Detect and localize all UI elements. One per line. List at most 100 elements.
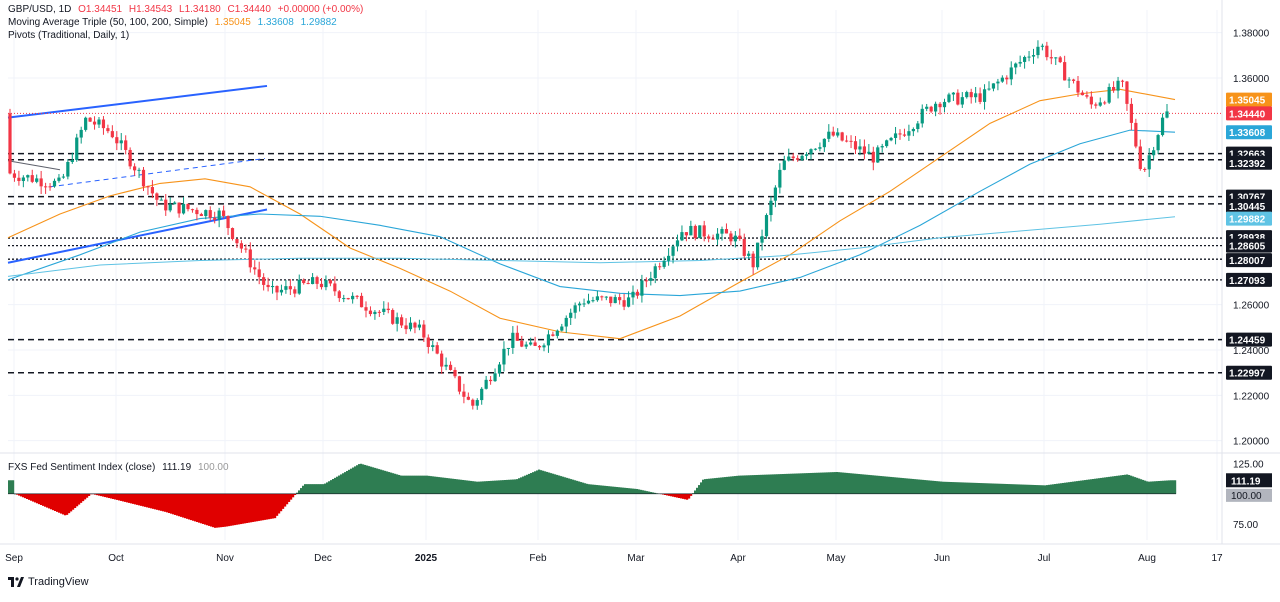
sentiment-bar-positive — [964, 483, 966, 494]
sentiment-bar-positive — [588, 484, 590, 494]
sentiment-bar-negative — [178, 494, 180, 516]
tradingview-logo[interactable]: TradingView — [8, 576, 89, 588]
candle-body — [356, 296, 359, 297]
sentiment-bar-positive — [800, 473, 802, 494]
sentiment-bar-positive — [516, 479, 518, 494]
candle-body — [1099, 102, 1102, 105]
candle-body — [302, 280, 305, 283]
sentiment-bar-positive — [1054, 484, 1056, 494]
sentiment-bar-positive — [568, 478, 570, 493]
candle-body — [551, 334, 554, 335]
sentiment-bar-negative — [678, 494, 680, 498]
candle-body — [1050, 57, 1053, 58]
sentiment-bar-positive — [806, 473, 808, 494]
sentiment-bar-negative — [242, 494, 244, 524]
candle-body — [480, 389, 483, 400]
sentiment-bar-positive — [850, 473, 852, 494]
sentiment-bar-positive — [824, 472, 826, 493]
sentiment-bar-positive — [382, 470, 384, 494]
tradingview-icon — [8, 577, 24, 587]
candle-body — [809, 149, 812, 154]
sentiment-bar-negative — [272, 494, 274, 519]
candle-body — [129, 150, 132, 166]
candle-body — [347, 298, 350, 299]
tradingview-label: TradingView — [28, 576, 89, 588]
sentiment-bar-positive — [788, 474, 790, 494]
candle-body — [471, 400, 474, 406]
sentiment-bar-negative — [160, 494, 162, 511]
sentiment-bar-positive — [334, 478, 336, 494]
sentiment-bar-negative — [670, 494, 672, 496]
sentiment-bar-positive — [1090, 479, 1092, 494]
sentiment-bar-positive — [1102, 478, 1104, 494]
candle-body — [507, 348, 510, 349]
sentiment-bar-positive — [406, 476, 408, 494]
sentiment-bar-positive — [622, 488, 624, 494]
sentiment-bar-negative — [158, 494, 160, 510]
sentiment-bar-positive — [752, 475, 754, 494]
sentiment-bar-positive — [448, 478, 450, 494]
sentiment-bar-positive — [732, 476, 734, 494]
sentiment-bar-negative — [286, 494, 288, 504]
sentiment-bar-positive — [858, 474, 860, 494]
sentiment-bar-negative — [58, 494, 60, 513]
sentiment-bar-positive — [1056, 484, 1058, 494]
sentiment-bar-positive — [350, 469, 352, 494]
trendline-dashed — [50, 158, 265, 186]
candle-body — [40, 178, 43, 186]
price-tick-label: 1.24000 — [1233, 346, 1270, 357]
sentiment-bar-positive — [596, 485, 598, 494]
sentiment-bar-positive — [1070, 482, 1072, 494]
sentiment-bar-negative — [22, 494, 24, 497]
candle-body — [1148, 155, 1151, 169]
time-tick-label: Aug — [1138, 553, 1156, 564]
sentiment-bar-positive — [366, 466, 368, 494]
sentiment-bar-negative — [60, 494, 62, 514]
sentiment-bar-positive — [852, 473, 854, 493]
sentiment-bar-positive — [870, 475, 872, 494]
sentiment-bar-positive — [480, 481, 482, 493]
sentiment-bar-positive — [338, 476, 340, 494]
sentiment-bar-positive — [984, 483, 986, 494]
ma-legend: Moving Average Triple (50, 100, 200, Sim… — [8, 16, 341, 29]
sentiment-bar-positive — [698, 485, 700, 494]
ma200-value: 1.29882 — [301, 17, 337, 28]
sentiment-bar-positive — [982, 483, 984, 494]
sentiment-bar-positive — [390, 473, 392, 494]
pivot-tag: 1.32392 — [1226, 156, 1272, 170]
sentiment-bar-positive — [1016, 484, 1018, 494]
candle-body — [979, 93, 982, 102]
sentiment-bar-positive — [958, 482, 960, 494]
candle-body — [204, 210, 207, 216]
sentiment-bar-positive — [714, 478, 716, 494]
sentiment-bar-positive — [888, 477, 890, 494]
sentiment-bar-negative — [264, 494, 266, 520]
candle-body — [1081, 93, 1084, 96]
sentiment-bar-negative — [254, 494, 256, 522]
sentiment-bar-positive — [590, 484, 592, 493]
candle-body — [774, 188, 777, 201]
sentiment-bar-positive — [306, 484, 308, 494]
candle-body — [591, 300, 594, 301]
sentiment-bar-negative — [228, 494, 230, 526]
candle-body — [364, 307, 367, 310]
sentiment-bar-positive — [456, 479, 458, 494]
sentiment-bar-negative — [234, 494, 236, 525]
candle-body — [645, 280, 648, 281]
candle-body — [146, 186, 149, 187]
sentiment-bar-positive — [916, 479, 918, 494]
candle-body — [1059, 57, 1062, 62]
sentiment-bar-negative — [292, 494, 294, 497]
sentiment-bar-positive — [318, 484, 320, 494]
candle-body — [115, 137, 118, 143]
sentiment-bar-positive — [354, 466, 356, 493]
pivot-tag-label: 1.28007 — [1229, 256, 1266, 267]
sentiment-bar-negative — [72, 494, 74, 510]
sentiment-bar-negative — [78, 494, 80, 505]
sentiment-bar-positive — [976, 483, 978, 494]
sentiment-bar-negative — [84, 494, 86, 500]
sentiment-bar-positive — [790, 474, 792, 494]
ma200-tag: 1.29882 — [1226, 212, 1272, 226]
sentiment-bar-positive — [500, 480, 502, 494]
